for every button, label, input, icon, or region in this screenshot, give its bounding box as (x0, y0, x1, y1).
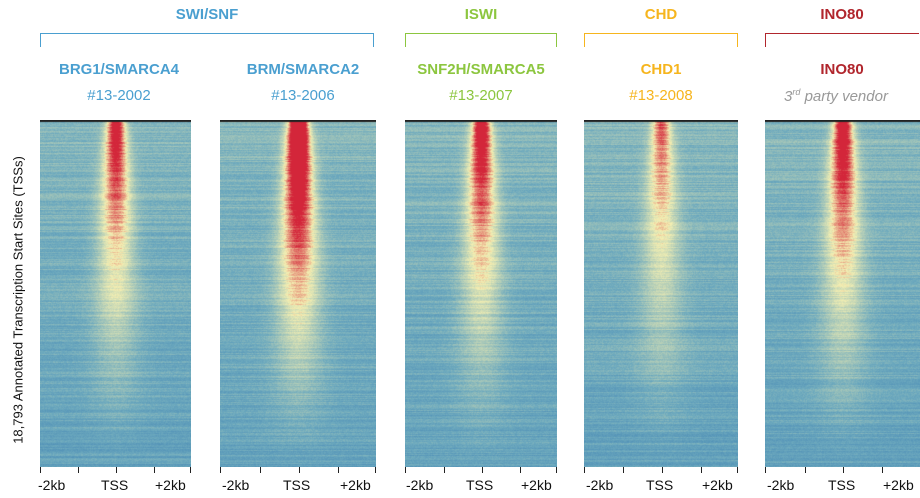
x-axis-chd1 (584, 467, 738, 473)
x-axis-brg1 (40, 467, 191, 473)
catalog-label-ino80: 3rd party vendor (752, 87, 920, 105)
family-bracket-swi-snf (40, 33, 374, 47)
catalog-label-brm: #13-2006 (271, 87, 335, 104)
tick-label-minus2kb: -2kb (586, 477, 614, 493)
heatmap-chd1 (584, 120, 738, 467)
protein-label-snf2h: SNF2H/SMARCA5 (417, 61, 545, 78)
heatmap-snf2h (405, 120, 557, 467)
tick-label-plus2kb: +2kb (702, 477, 733, 493)
protein-label-ino80: INO80 (820, 61, 864, 78)
x-axis-snf2h (405, 467, 557, 473)
protein-label-chd1: CHD1 (640, 61, 682, 78)
catalog-label-chd1: #13-2008 (629, 87, 693, 104)
tick-label-plus2kb: +2kb (155, 477, 186, 493)
catalog-label-brg1: #13-2002 (87, 87, 151, 104)
tick-label-tss: TSS (828, 477, 856, 493)
tick-label-plus2kb: +2kb (521, 477, 552, 493)
family-bracket-chd (584, 33, 738, 47)
family-label-chd: CHD (644, 6, 678, 23)
x-axis-ino80 (765, 467, 920, 473)
protein-label-brg1: BRG1/SMARCA4 (58, 61, 179, 78)
tick-label-tss: TSS (466, 477, 494, 493)
catalog-ino80-text: 3rd party vendor (784, 87, 888, 105)
family-label-iswi: ISWI (464, 6, 498, 23)
tick-label-minus2kb: -2kb (767, 477, 795, 493)
family-bracket-ino80 (765, 33, 919, 47)
family-bracket-iswi (405, 33, 557, 47)
protein-label-brm: BRM/SMARCA2 (246, 61, 360, 78)
heatmap-ino80 (765, 120, 920, 467)
family-label-ino80: INO80 (820, 6, 864, 23)
heatmap-brg1 (40, 120, 191, 467)
tick-label-minus2kb: -2kb (38, 477, 66, 493)
catalog-label-snf2h: #13-2007 (449, 87, 513, 104)
tick-label-minus2kb: -2kb (406, 477, 434, 493)
tick-label-plus2kb: +2kb (883, 477, 914, 493)
tick-label-tss: TSS (646, 477, 674, 493)
heatmap-brm (220, 120, 376, 467)
x-axis-brm (220, 467, 376, 473)
tick-label-tss: TSS (283, 477, 311, 493)
family-label-swi-snf: SWI/SNF (175, 6, 239, 23)
tick-label-tss: TSS (101, 477, 129, 493)
tick-label-plus2kb: +2kb (340, 477, 371, 493)
tick-label-minus2kb: -2kb (222, 477, 250, 493)
y-axis-label: 18,793 Annotated Transcription Start Sit… (10, 156, 26, 444)
catalog-superscript: rd (792, 87, 801, 97)
